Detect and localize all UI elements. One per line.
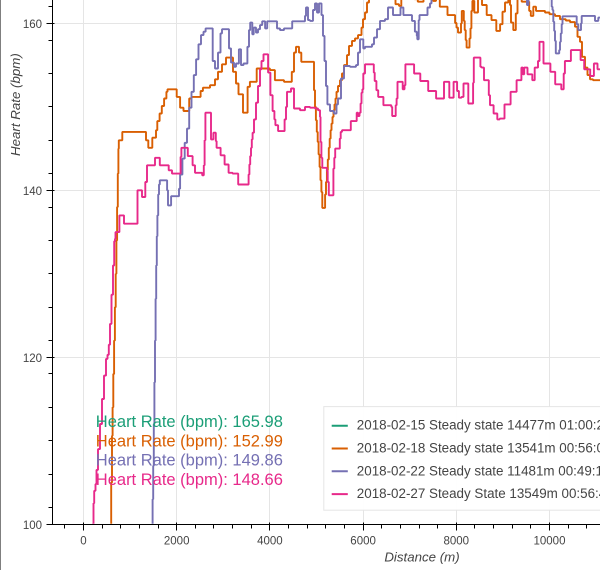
svg-text:2000: 2000 <box>164 535 190 547</box>
svg-text:6000: 6000 <box>350 535 376 547</box>
svg-text:Distance (m): Distance (m) <box>384 549 459 564</box>
svg-text:Heart Rate (bpm): 165.98: Heart Rate (bpm): 165.98 <box>96 413 283 431</box>
svg-text:4000: 4000 <box>257 535 283 547</box>
svg-text:2018-02-18 Steady state 13541m: 2018-02-18 Steady state 13541m 00:56:03 <box>357 441 600 456</box>
svg-text:Heart Rate (bpm): 148.66: Heart Rate (bpm): 148.66 <box>96 471 283 489</box>
svg-text:100: 100 <box>23 520 42 532</box>
svg-text:Heart Rate (bpm): 149.86: Heart Rate (bpm): 149.86 <box>96 452 283 470</box>
svg-text:2018-02-27 Steady State 13549m: 2018-02-27 Steady State 13549m 00:56:44 <box>357 486 600 501</box>
svg-text:2018-02-15 Steady state 14477m: 2018-02-15 Steady state 14477m 01:00:24 <box>357 418 600 433</box>
svg-text:8000: 8000 <box>444 535 470 547</box>
svg-text:2018-02-22 Steady state 11481m: 2018-02-22 Steady state 11481m 00:49:15 <box>357 463 600 478</box>
svg-text:0: 0 <box>80 535 86 547</box>
svg-text:140: 140 <box>23 186 42 198</box>
svg-text:10000: 10000 <box>534 535 566 547</box>
svg-text:160: 160 <box>23 19 42 31</box>
svg-text:Heart Rate (bpm): 152.99: Heart Rate (bpm): 152.99 <box>96 432 283 450</box>
svg-text:Heart Rate (bpm): Heart Rate (bpm) <box>8 53 23 156</box>
svg-text:120: 120 <box>23 353 42 365</box>
